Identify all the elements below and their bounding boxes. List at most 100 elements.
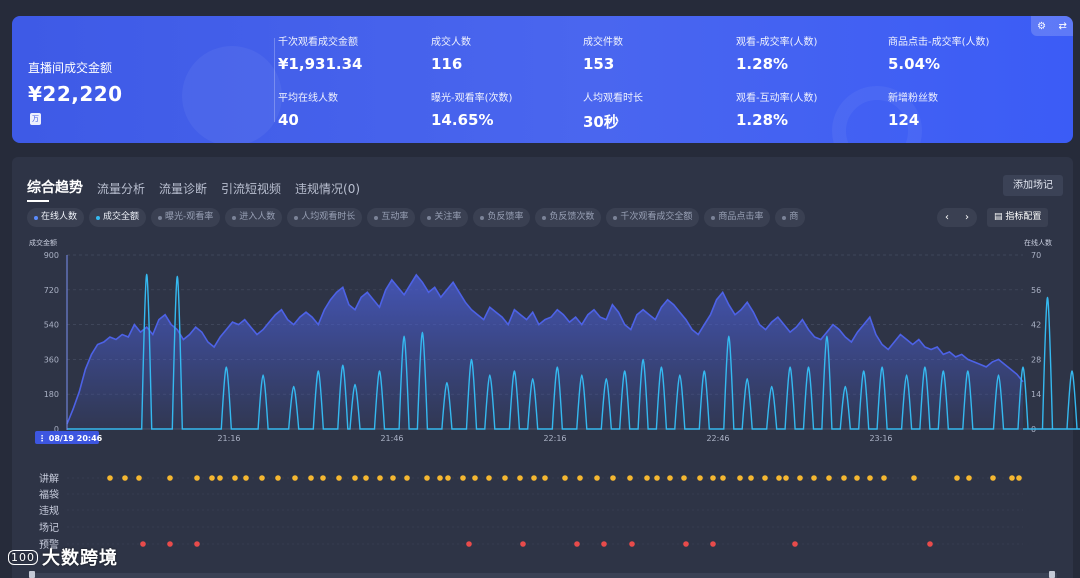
event-dot-explain (667, 475, 673, 481)
event-dot-explain (502, 475, 508, 481)
event-dot-warning (574, 541, 580, 547)
chevron-right-icon[interactable]: › (965, 212, 969, 223)
event-dot-explain (562, 475, 568, 481)
event-dot-warning (710, 541, 716, 547)
main-kpi-value: ¥22,220 (28, 82, 123, 106)
event-dot-explain (136, 475, 142, 481)
metric-chip[interactable]: 负反馈率 (473, 208, 531, 227)
metric-chip[interactable]: 商品点击率 (704, 208, 771, 227)
left-tick-label: 360 (44, 355, 59, 364)
metric-chip[interactable]: 曝光-观看率 (151, 208, 221, 227)
metric-pager: ‹ › (937, 208, 977, 227)
config-icon: ▤ (994, 212, 1003, 222)
tab-short-video[interactable]: 引流短视频 (221, 182, 282, 196)
metric-chip[interactable]: 互动率 (367, 208, 416, 227)
event-dot-explain (720, 475, 726, 481)
metric-chip-label: 进入人数 (239, 212, 276, 222)
right-tick-label: 28 (1031, 355, 1041, 364)
metric-chip[interactable]: 千次观看成交全额 (606, 208, 700, 227)
kpi-label: 商品点击-成交率(人数) (888, 37, 990, 48)
event-dot-explain (990, 475, 996, 481)
kpi-value: 1.28% (736, 111, 789, 129)
swap-icon[interactable]: ⇄ (1058, 20, 1067, 32)
event-row-label: 讲解 (39, 472, 59, 485)
event-dot-explain (217, 475, 223, 481)
kpi-value: 1.28% (736, 55, 789, 73)
event-dot-explain (762, 475, 768, 481)
event-dot-explain (797, 475, 803, 481)
main-kpi: 直播间成交金额 ¥22,220 万 (28, 59, 123, 125)
metric-chip-label: 商品点击率 (718, 212, 764, 222)
metric-chip[interactable]: 成交全额 (89, 208, 147, 227)
kpi-banner: 直播间成交金额 ¥22,220 万 千次观看成交金额 ¥1,931.34 成交人数… (12, 16, 1073, 143)
kpi-label: 平均在线人数 (278, 93, 338, 104)
event-dot-warning (194, 541, 200, 547)
event-dot-warning (683, 541, 689, 547)
kpi-label: 人均观看时长 (583, 93, 643, 104)
event-dot-explain (275, 475, 281, 481)
kpi-item: 观看-成交率(人数) 1.28% (736, 33, 817, 73)
metric-chip[interactable]: 商 (775, 208, 806, 227)
tab-violations[interactable]: 违规情况(0) (295, 182, 361, 196)
left-tick-label: 0 (54, 425, 59, 434)
add-log-button[interactable]: 添加场记 (1003, 175, 1063, 196)
sales-line (67, 273, 1080, 430)
event-dot-explain (259, 475, 265, 481)
event-dot-warning (629, 541, 635, 547)
event-dot-explain (654, 475, 660, 481)
metric-chip-bar: 在线人数 成交全额 曝光-观看率 进入人数 人均观看时长 互动率 关注率 负反馈率 负反馈次数 千… (27, 208, 806, 227)
kpi-item: 观看-互动率(人数) 1.28% (736, 89, 817, 129)
kpi-item: 成交件数 153 (583, 33, 623, 73)
event-dot-explain (517, 475, 523, 481)
event-dot-explain (167, 475, 173, 481)
left-tick-label: 900 (44, 251, 59, 260)
event-dot-explain (577, 475, 583, 481)
kpi-value: ¥1,931.34 (278, 55, 363, 73)
left-tick-label: 540 (44, 321, 59, 330)
watermark: 100 大数跨境 (8, 544, 118, 570)
event-dot-explain (748, 475, 754, 481)
metric-chip[interactable]: 关注率 (420, 208, 469, 227)
timeline-slider (30, 573, 1057, 578)
event-dot-explain (531, 475, 537, 481)
chevron-left-icon[interactable]: ‹ (945, 212, 949, 223)
metric-dot-icon (613, 215, 618, 220)
event-dot-explain (107, 475, 113, 481)
tab-traffic-analysis[interactable]: 流量分析 (97, 182, 146, 196)
metric-dot-icon (294, 215, 299, 220)
event-dot-explain (966, 475, 972, 481)
metric-dot-icon (96, 215, 101, 220)
right-tick-label: 56 (1031, 286, 1041, 295)
x-tick-label: 22:16 (543, 434, 566, 443)
event-dot-explain (542, 475, 548, 481)
event-dot-explain (308, 475, 314, 481)
event-dot-explain (644, 475, 650, 481)
x-tick-label: 21:16 (217, 434, 240, 443)
event-dot-warning (601, 541, 607, 547)
right-tick-label: 70 (1031, 251, 1041, 260)
tab-traffic-diagnosis[interactable]: 流量诊断 (159, 182, 208, 196)
tab-overview[interactable]: 综合趋势 (27, 177, 83, 202)
metric-chip[interactable]: 在线人数 (27, 208, 85, 227)
event-dot-warning (466, 541, 472, 547)
kpi-label: 观看-互动率(人数) (736, 93, 818, 104)
event-dot-explain (336, 475, 342, 481)
event-dot-explain (697, 475, 703, 481)
event-dot-explain (826, 475, 832, 481)
event-row-label: 福袋 (39, 488, 59, 501)
kpi-item: 千次观看成交金额 ¥1,931.34 (278, 33, 362, 73)
metric-dot-icon (427, 215, 432, 220)
event-dot-explain (377, 475, 383, 481)
event-dot-warning (792, 541, 798, 547)
metric-chip[interactable]: 进入人数 (225, 208, 283, 227)
metric-config-button[interactable]: ▤ 指标配置 (987, 208, 1049, 227)
kpi-label: 成交件数 (583, 37, 623, 48)
event-dot-explain (776, 475, 782, 481)
metric-dot-icon (374, 215, 379, 220)
x-tick-label: 21:46 (380, 434, 403, 443)
kpi-value: 124 (888, 111, 920, 129)
metric-chip[interactable]: 人均观看时长 (287, 208, 363, 227)
gear-icon[interactable]: ⚙ (1037, 20, 1047, 32)
metric-chip[interactable]: 负反馈次数 (535, 208, 602, 227)
